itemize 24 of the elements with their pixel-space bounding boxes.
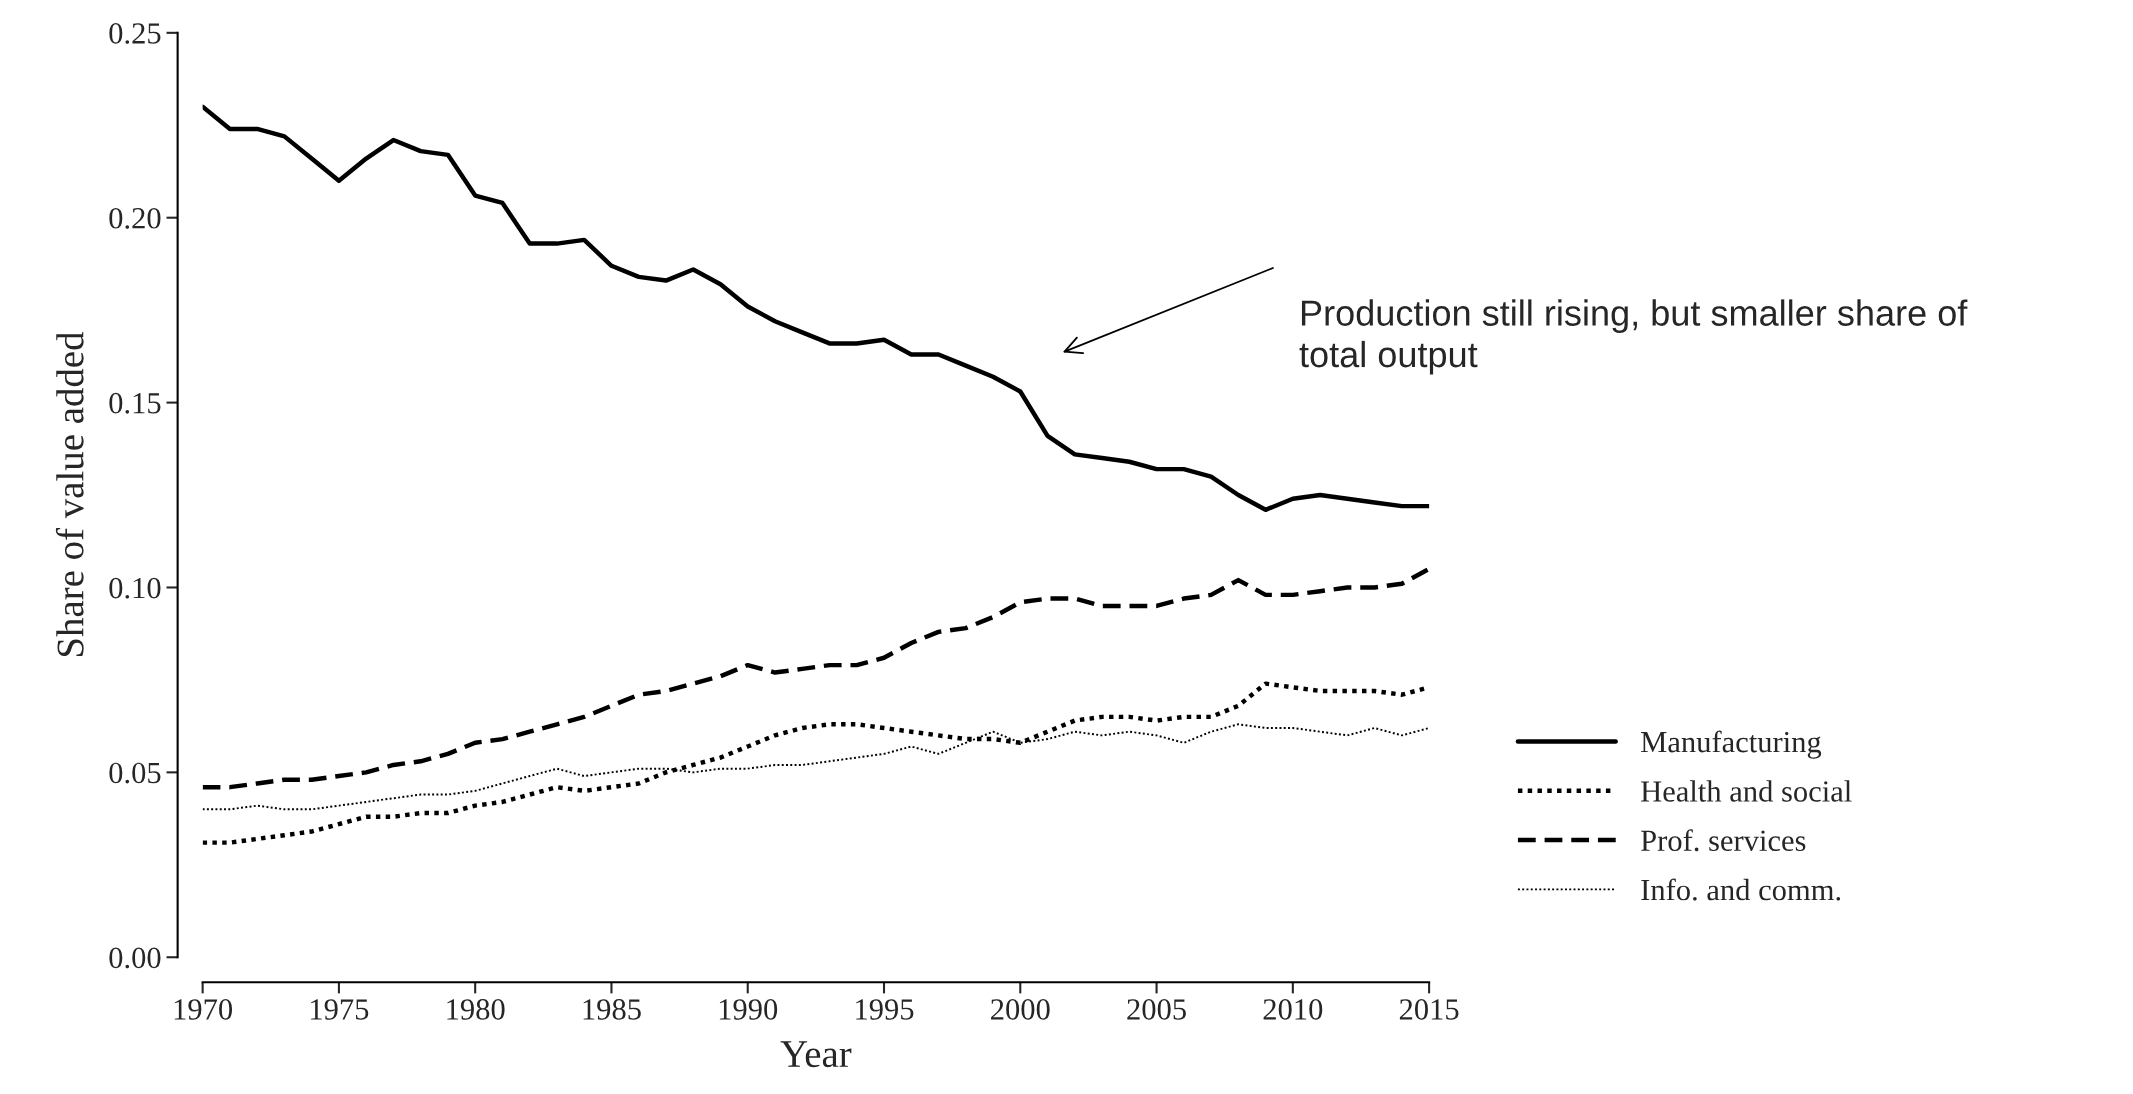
y-tick-label: 0.00 — [109, 947, 161, 969]
x-tick-label: 1995 — [856, 999, 914, 1020]
legend-label: Info. and comm. — [1641, 878, 1841, 901]
y-tick-label: 0.20 — [109, 207, 161, 229]
annotation: Production still rising, but smaller share of total output — [1299, 299, 1968, 375]
y-tick-label: 0.25 — [109, 23, 161, 44]
x-tick-label: 1970 — [174, 999, 233, 1020]
x-tick-label: 1975 — [311, 999, 369, 1020]
line-series — [202, 566, 1430, 790]
x-tick-label: 1980 — [447, 999, 505, 1020]
x-tick-label: 2015 — [1399, 999, 1459, 1020]
y-tick-label: 0.05 — [109, 762, 161, 784]
x-tick-label: 2005 — [1127, 999, 1186, 1020]
legend-label: Manufacturing — [1641, 730, 1822, 759]
x-tick-label: 1990 — [719, 999, 778, 1020]
legend-label: Health and social — [1641, 780, 1852, 802]
x-axis-title: Year — [780, 1041, 852, 1068]
y-tick-label: 0.10 — [109, 577, 161, 599]
y-tick-label: 0.15 — [109, 392, 161, 414]
y-axis-title: Share of value added — [55, 331, 84, 657]
x-tick-label: 1985 — [583, 999, 641, 1020]
x-tick-label: 2010 — [1263, 999, 1323, 1020]
legend-label: Prof. services — [1641, 829, 1806, 852]
x-tick-label: 2000 — [991, 999, 1050, 1020]
